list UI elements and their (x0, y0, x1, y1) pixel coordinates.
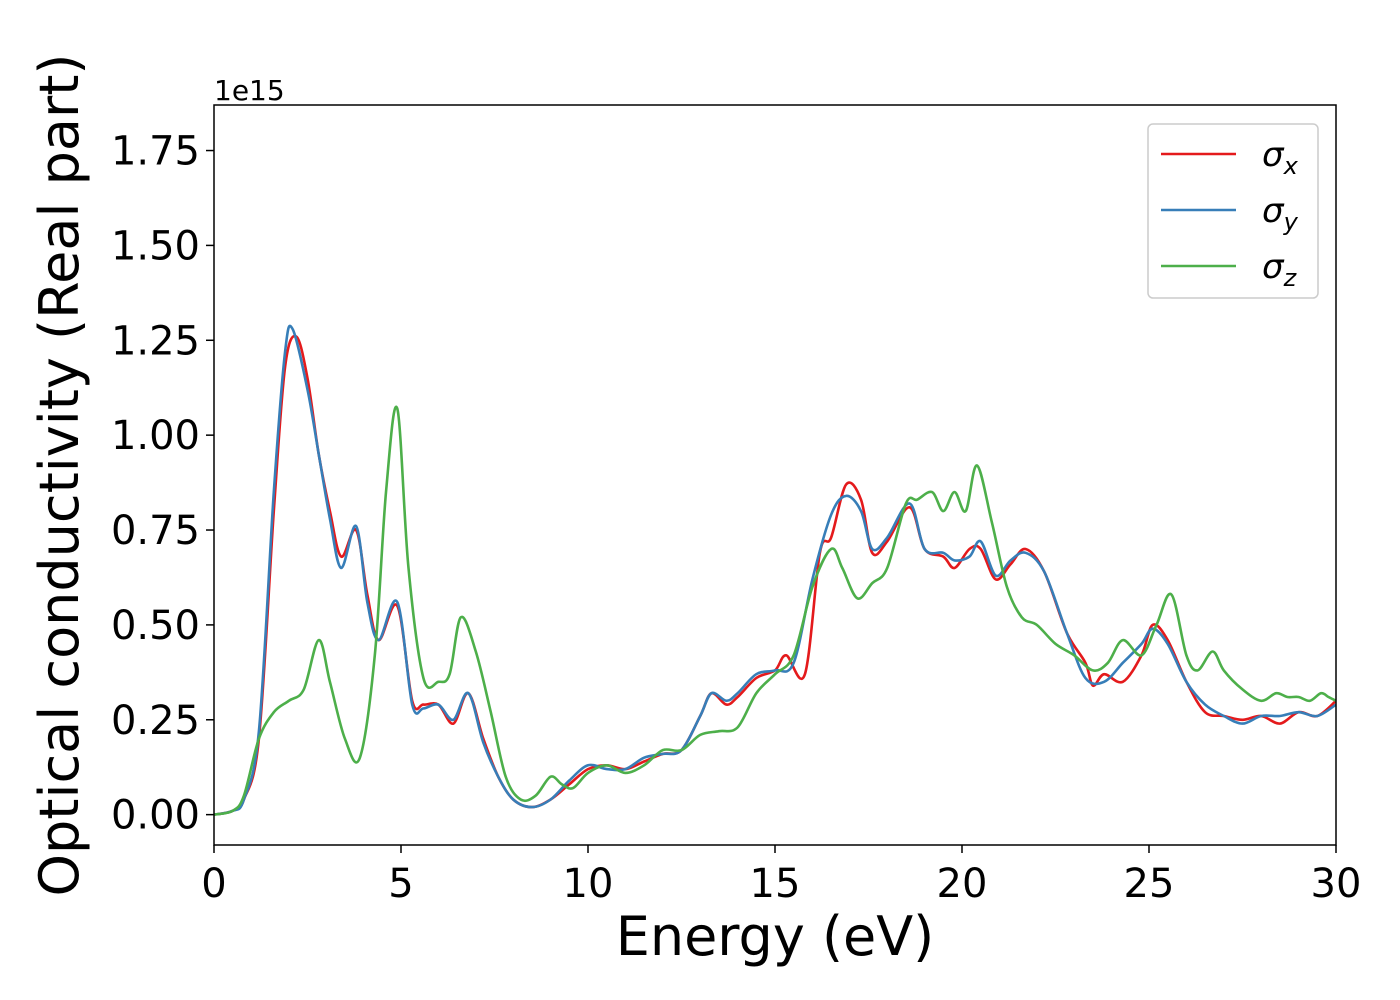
y-offset-label: 1e15 (214, 74, 285, 107)
x-tick-label: 20 (937, 861, 988, 907)
legend-label-sigma-x: σx (1262, 135, 1299, 180)
y-tick-label: 0.25 (111, 698, 200, 744)
y-axis-title: Optical conductivity (Real part) (28, 54, 91, 897)
y-tick-label: 1.25 (111, 318, 200, 364)
x-tick-label: 30 (1311, 861, 1362, 907)
series-line-sigma-y (214, 324, 1336, 816)
x-axis-title: Energy (eV) (616, 905, 935, 968)
axes-layer: 0 5 10 15 20 25 30 0.00 0.25 0.50 0.75 1.00 1.25 1.50… (111, 129, 1362, 907)
y-tick-label: 0.50 (111, 603, 200, 649)
y-tick-label: 0.75 (111, 508, 200, 554)
y-tick-label: 1.00 (111, 413, 200, 459)
series-line-sigma-x (214, 334, 1336, 816)
series-line-sigma-z (214, 405, 1336, 816)
x-tick-label: 5 (388, 861, 413, 907)
y-tick-label: 1.75 (111, 129, 200, 175)
x-tick-label: 0 (201, 861, 226, 907)
y-tick-label: 0.00 (111, 793, 200, 839)
y-tick-label: 1.50 (111, 223, 200, 269)
x-tick-label: 10 (563, 861, 614, 907)
x-tick-label: 15 (750, 861, 801, 907)
series-layer (214, 324, 1336, 816)
x-tick-label: 25 (1124, 861, 1175, 907)
